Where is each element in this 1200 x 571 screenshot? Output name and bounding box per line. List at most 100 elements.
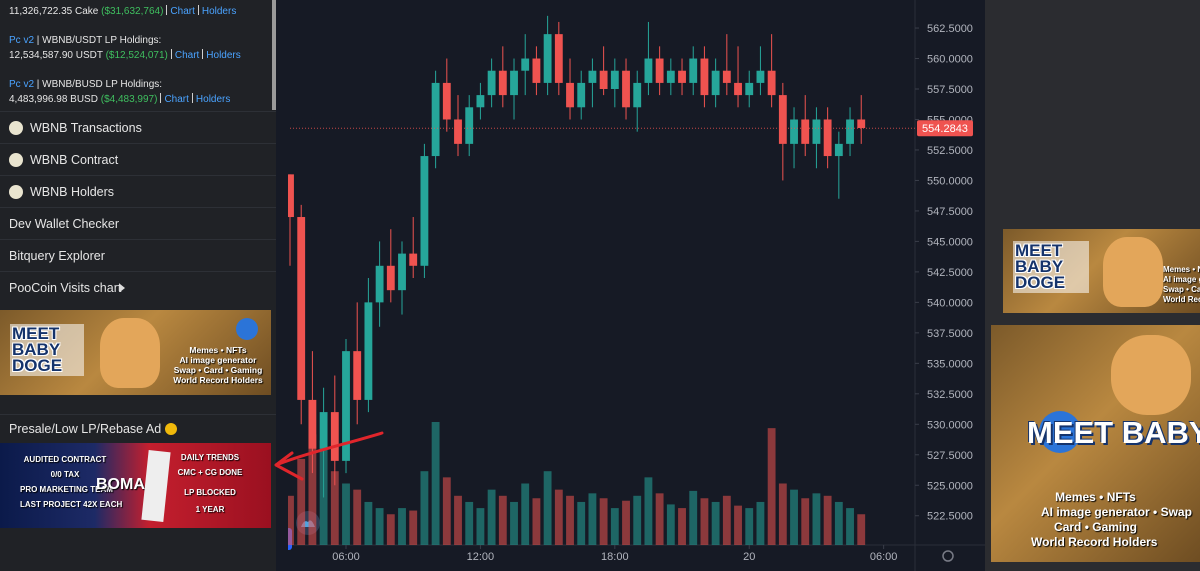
candle-body [633, 82, 642, 108]
volume-bar [689, 490, 698, 545]
presale-label: Presale/Low LP/Rebase Ad [9, 422, 162, 436]
ad-line: Memes • NFTs [1055, 490, 1136, 504]
ad-banner[interactable]: MEET BABY DOGE Memes • NFTs AI image gen… [0, 310, 271, 395]
volume-bar [454, 495, 462, 545]
ad-banner[interactable]: MEET BABY DOGE Memes • NFTs AI image gen… [1003, 229, 1200, 313]
volume-bar [398, 508, 406, 545]
source[interactable]: Pc v2 [9, 79, 35, 90]
link[interactable]: Holders [195, 94, 231, 105]
candle-body [577, 82, 586, 108]
ad-line: Card • Gaming [1054, 520, 1137, 534]
source[interactable]: Pc v2 [9, 35, 35, 46]
candle-body [711, 70, 720, 96]
ad-line: LAST PROJECT 42X EACH [20, 500, 123, 509]
candle-body [790, 119, 798, 144]
menu-item[interactable]: PooCoin Visits chart [0, 271, 276, 304]
y-tick-label: 547.5000 [927, 206, 973, 218]
ad-title: MEET BABY DOGE [1013, 241, 1089, 294]
link[interactable]: Chart [174, 50, 200, 61]
volume-bar [857, 514, 866, 545]
menu-item[interactable]: Dev Wallet Checker [0, 207, 276, 240]
y-tick-label: 557.5000 [927, 84, 973, 96]
volume-bar [442, 477, 451, 545]
volume-bar [599, 498, 608, 545]
menu-item[interactable]: WBNB Transactions [0, 111, 276, 144]
ad-line: CMC + CG DONE [177, 468, 243, 477]
candle-body [566, 82, 574, 108]
y-tick-label: 537.5000 [927, 328, 973, 340]
candle-body [353, 351, 362, 400]
volume-bar [745, 508, 754, 545]
volume-bar [588, 493, 597, 545]
volume-bar [644, 477, 653, 545]
holding: 11,326,722.35 Cake ($31,632,764) Chart Hol… [9, 4, 236, 19]
link[interactable]: Holders [206, 50, 241, 61]
volume-bar [577, 501, 586, 545]
menu-label: Dev Wallet Checker [9, 217, 119, 231]
menu-item[interactable]: Bitquery Explorer [0, 239, 276, 272]
link[interactable]: Chart [164, 94, 189, 105]
y-tick-label: 530.0000 [927, 419, 973, 431]
title: | WBNB/BUSD LP Holdings: [36, 79, 163, 90]
menu-label: WBNB Transactions [30, 121, 142, 135]
candle-body [543, 34, 552, 83]
amount: 11,326,722.35 Cake [9, 6, 99, 17]
settings[interactable] [942, 550, 954, 562]
candle-body [342, 351, 350, 461]
menu-label: WBNB Holders [30, 185, 115, 199]
candle-body [386, 265, 395, 291]
candle-body [678, 70, 686, 83]
candle-body [622, 70, 630, 108]
x-tick-label: 20 [743, 551, 755, 563]
ad-title: MEET BABY DOGE [10, 324, 84, 377]
ad-banner[interactable]: MEET BABY DOGE Memes • NFTs AI image gen… [991, 325, 1200, 562]
menu-item[interactable]: WBNB Contract [0, 143, 276, 176]
volume-bar [476, 508, 485, 545]
candle-body [857, 119, 866, 129]
volume-bar [353, 489, 362, 545]
arrow [274, 431, 384, 481]
candle-body [521, 58, 530, 71]
volume-bar [386, 514, 395, 545]
volume-bar [487, 489, 496, 545]
ad-line: World Record Holders [1163, 295, 1200, 304]
candle-body [454, 119, 462, 144]
ad-line: AI image generator [1163, 275, 1200, 284]
volume-bar [297, 458, 306, 545]
candle-body [375, 265, 384, 303]
candle-body [778, 95, 787, 144]
candle-body [554, 34, 563, 83]
ad-banner[interactable]: AUDITED CONTRACT 0/0 TAX PRO MARKETING T… [0, 443, 271, 528]
ad-line: World Record Holders [173, 375, 263, 385]
volume-bar [666, 504, 675, 545]
volume-bar [521, 483, 530, 545]
candle-body [846, 119, 854, 144]
candle-body [823, 119, 832, 157]
title: | WBNB/USDT LP Holdings: [36, 35, 162, 46]
y-tick-label: 552.5000 [927, 145, 973, 157]
candle-body [655, 58, 664, 83]
amount: 12,534,587.90 USDT [9, 50, 103, 61]
volume-bar [756, 501, 765, 545]
ad-brand: BOMA [96, 476, 145, 493]
volume-bar [566, 495, 574, 545]
ad-line: LP BLOCKED [184, 488, 236, 497]
y-tick-label: 562.5000 [927, 23, 973, 35]
y-tick-label: 525.0000 [927, 480, 973, 492]
candle-body [756, 70, 765, 83]
ad-line: Swap • Card • Gaming [173, 365, 263, 375]
menu-item[interactable]: WBNB Holders [0, 175, 276, 208]
volume-bar [554, 489, 563, 545]
volume-bar [330, 471, 339, 545]
candle-body [700, 58, 709, 96]
y-tick-label: 550.0000 [927, 175, 973, 187]
candle-body [812, 119, 821, 144]
volume-bar [610, 508, 619, 545]
ad-line: 1 YEAR [195, 505, 225, 514]
candle-body [465, 107, 474, 144]
scrollbar[interactable] [272, 0, 276, 110]
presale-title: Presale/Low LP/Rebase Ad [9, 422, 177, 436]
link[interactable]: Chart [170, 6, 195, 17]
volume-bar [431, 422, 440, 545]
link[interactable]: Holders [201, 6, 237, 17]
